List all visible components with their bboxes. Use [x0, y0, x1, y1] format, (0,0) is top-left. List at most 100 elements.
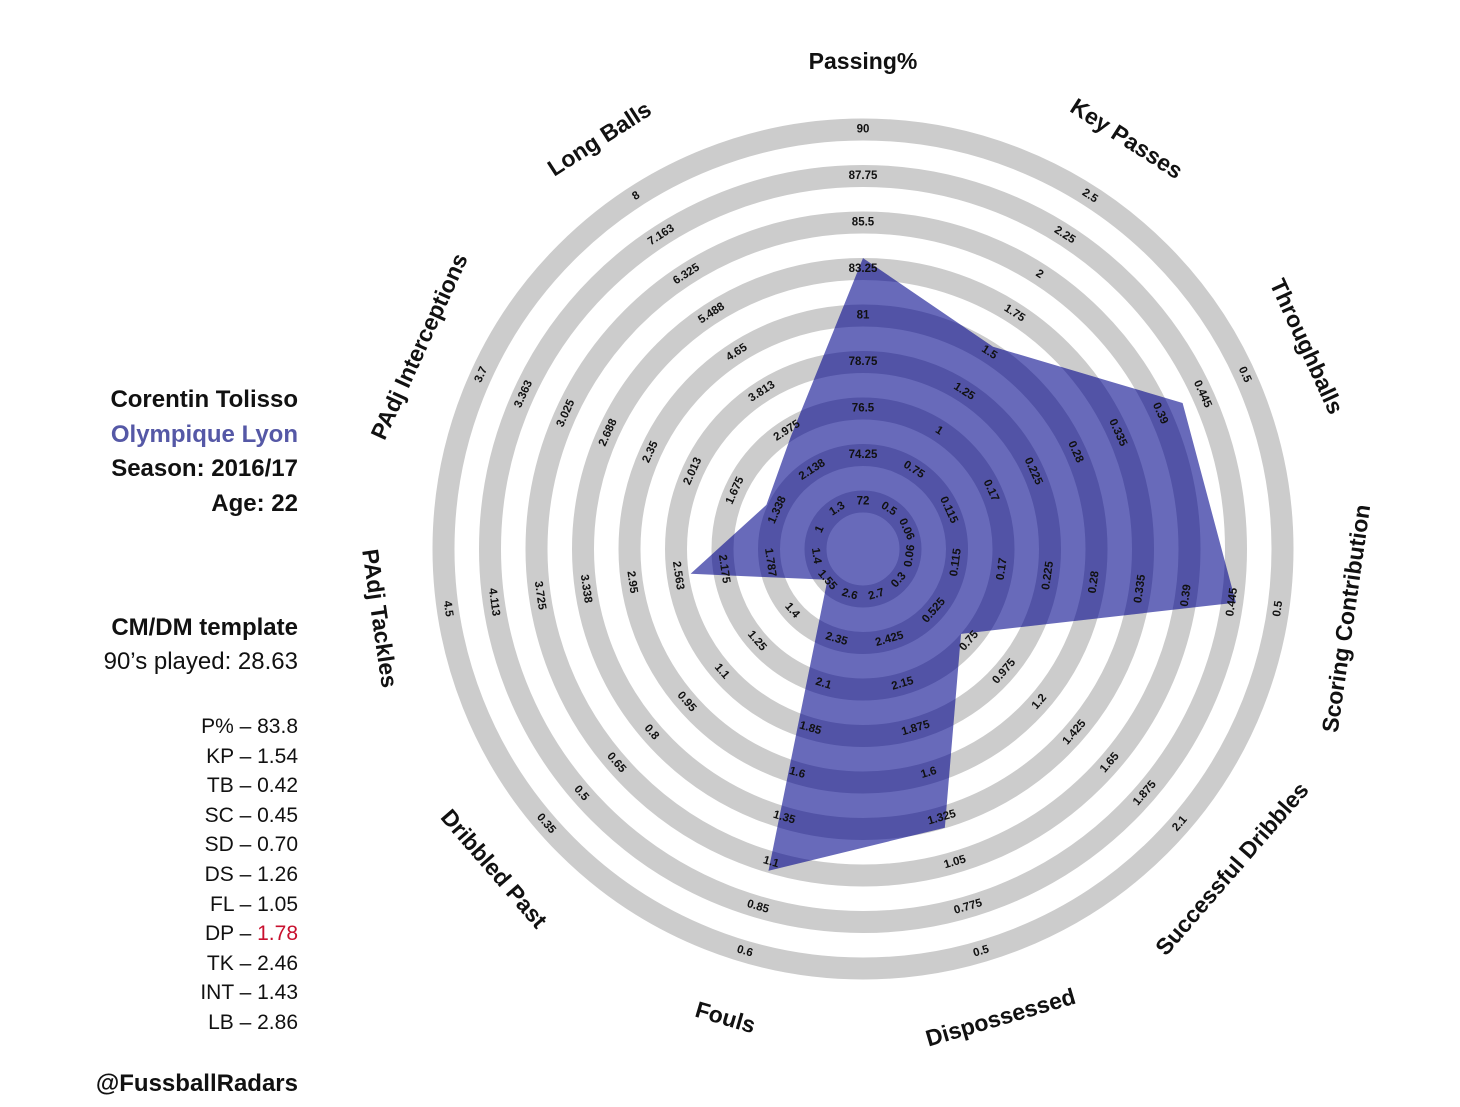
stat-separator: –: [233, 922, 258, 946]
radar-polygon-band: [690, 258, 1154, 840]
stat-row: SC – 0.45: [200, 801, 298, 831]
radar-axis-label: Fouls: [692, 996, 758, 1038]
radar-tick-label: 2: [1034, 268, 1046, 282]
radar-axis-label: Passing%: [809, 48, 918, 74]
stat-code: P%: [201, 715, 234, 738]
stat-value: 83.8: [257, 715, 298, 738]
player-name: Corentin Tolisso: [110, 386, 298, 413]
stat-code: TK: [206, 951, 234, 975]
stat-code: DS: [204, 862, 234, 886]
stat-separator: –: [233, 744, 258, 768]
stat-row: LB – 2.86: [200, 1008, 298, 1038]
stat-row: FL – 1.05: [200, 890, 298, 920]
radar-polygon-band: [758, 444, 968, 654]
author-handle: @FussballRadars: [95, 1070, 298, 1097]
stat-separator: –: [233, 951, 258, 975]
stat-summary-list: P% – 83.8 KP – 1.54 TB – 0.42 SC – 0.45 SD –…: [200, 712, 298, 1038]
stat-code: SD: [204, 833, 234, 857]
radar-tick-label: 2.563: [670, 561, 686, 591]
radar-ring: [479, 165, 1247, 933]
radar-tick-label: 4.113: [486, 587, 502, 617]
radar-tick-label: 1.6: [919, 765, 938, 781]
radar-tick-label: 0.6: [735, 943, 754, 959]
radar-tick-label: 3.725: [532, 580, 548, 611]
radar-tick-label: 85.5: [852, 217, 875, 229]
stat-value: 0.42: [257, 774, 298, 798]
radar-tick-label: 0.28: [1087, 570, 1102, 594]
radar-axis-label: Dispossessed: [923, 983, 1079, 1052]
stat-code: LB: [208, 1010, 234, 1034]
radar-axis-label: Key Passes: [1066, 93, 1188, 184]
radar-tick-label: 0.06: [902, 544, 917, 568]
radar-tick-label: 0.115: [948, 547, 964, 577]
radar-polygon-band: [690, 258, 1201, 871]
stat-value: 1.05: [257, 892, 298, 916]
age-label: Age: 22: [211, 490, 298, 517]
season-label: Season: 2016/17: [111, 455, 298, 482]
stat-code: SC: [204, 803, 234, 827]
radar-axis-label: PAdj Tackles: [357, 547, 403, 689]
radar-tick-label: 2.1: [814, 676, 833, 692]
stat-row: KP – 1.54: [200, 742, 298, 772]
radar-tick-label: 81: [857, 310, 870, 322]
stat-separator: –: [233, 981, 258, 1005]
radar-tick-label: 0.5: [1271, 599, 1285, 617]
stat-value: 0.45: [257, 803, 298, 827]
radar-tick-label: 87.75: [849, 170, 878, 182]
radar-tick-label: 4.5: [441, 600, 455, 618]
radar-tick-label: 83.25: [849, 263, 878, 275]
radar-tick-label: 2.7: [867, 587, 886, 603]
radar-tick-label: 2.6: [840, 587, 859, 603]
radar-polygon-band: [804, 490, 922, 608]
radar-tick-label: 1.1: [762, 854, 781, 870]
radar-tick-label: 0.335: [1132, 573, 1148, 604]
stat-code: KP: [206, 744, 234, 768]
radar-tick-label: 1.6: [788, 765, 807, 781]
stat-value: 1.54: [257, 744, 298, 768]
radar-polygon-band: [690, 304, 1108, 794]
stat-separator: –: [233, 774, 258, 798]
radar-polygon-band: [711, 397, 1015, 701]
stat-value: 1.26: [257, 862, 298, 886]
radar-tick-label: 0.39: [1179, 584, 1194, 608]
radar-data-polygon: [690, 258, 1236, 871]
club-name: Olympique Lyon: [110, 421, 298, 448]
stat-separator: –: [233, 833, 258, 857]
stat-row: DP – 1.78: [200, 919, 298, 949]
radar-tick-label: 2.95: [624, 570, 639, 594]
stat-separator: –: [233, 803, 258, 827]
radar-tick-label: 90: [857, 124, 870, 136]
stat-value: 0.70: [257, 833, 298, 857]
radar-tick-label: 76.5: [852, 403, 875, 415]
stat-code: FL: [210, 892, 234, 916]
stat-row: P% – 83.8: [200, 712, 298, 742]
stat-separator: –: [233, 1010, 258, 1034]
radar-tick-label: 1.787: [762, 547, 778, 577]
stat-separator: –: [233, 715, 258, 738]
radar-polygon-bands: [690, 258, 1236, 871]
radar-tick-label: 0.5: [972, 943, 991, 959]
radar-tick-label: 1: [813, 523, 827, 534]
radar-axis-label: Long Balls: [543, 96, 656, 181]
radar-ring: [432, 118, 1294, 980]
stat-separator: –: [233, 862, 258, 886]
radar-tick-label: 1.4: [809, 547, 823, 565]
radar-tick-label: 74.25: [849, 449, 878, 461]
radar-tick-label: 0.225: [1040, 560, 1056, 591]
radar-tick-label: 3.338: [578, 574, 594, 605]
stat-row: SD – 0.70: [200, 830, 298, 860]
radar-axis-label: Scoring Contribution: [1317, 503, 1375, 734]
stat-value: 1.78: [257, 922, 298, 946]
stat-row: INT – 1.43: [200, 978, 298, 1008]
radar-tick-label: 78.75: [849, 356, 878, 368]
radar-axis-label: Successful Dribbles: [1150, 777, 1314, 960]
template-label: CM/DM template: [111, 614, 298, 641]
stat-row: TK – 2.46: [200, 949, 298, 979]
radar-tick-label: 2.175: [716, 554, 732, 585]
radar-axis-label: Throughballs: [1265, 275, 1349, 418]
stat-value: 2.86: [257, 1010, 298, 1034]
radar-tick-label: 72: [857, 496, 870, 508]
stat-row: DS – 1.26: [200, 860, 298, 890]
stat-code: DP: [204, 922, 234, 946]
